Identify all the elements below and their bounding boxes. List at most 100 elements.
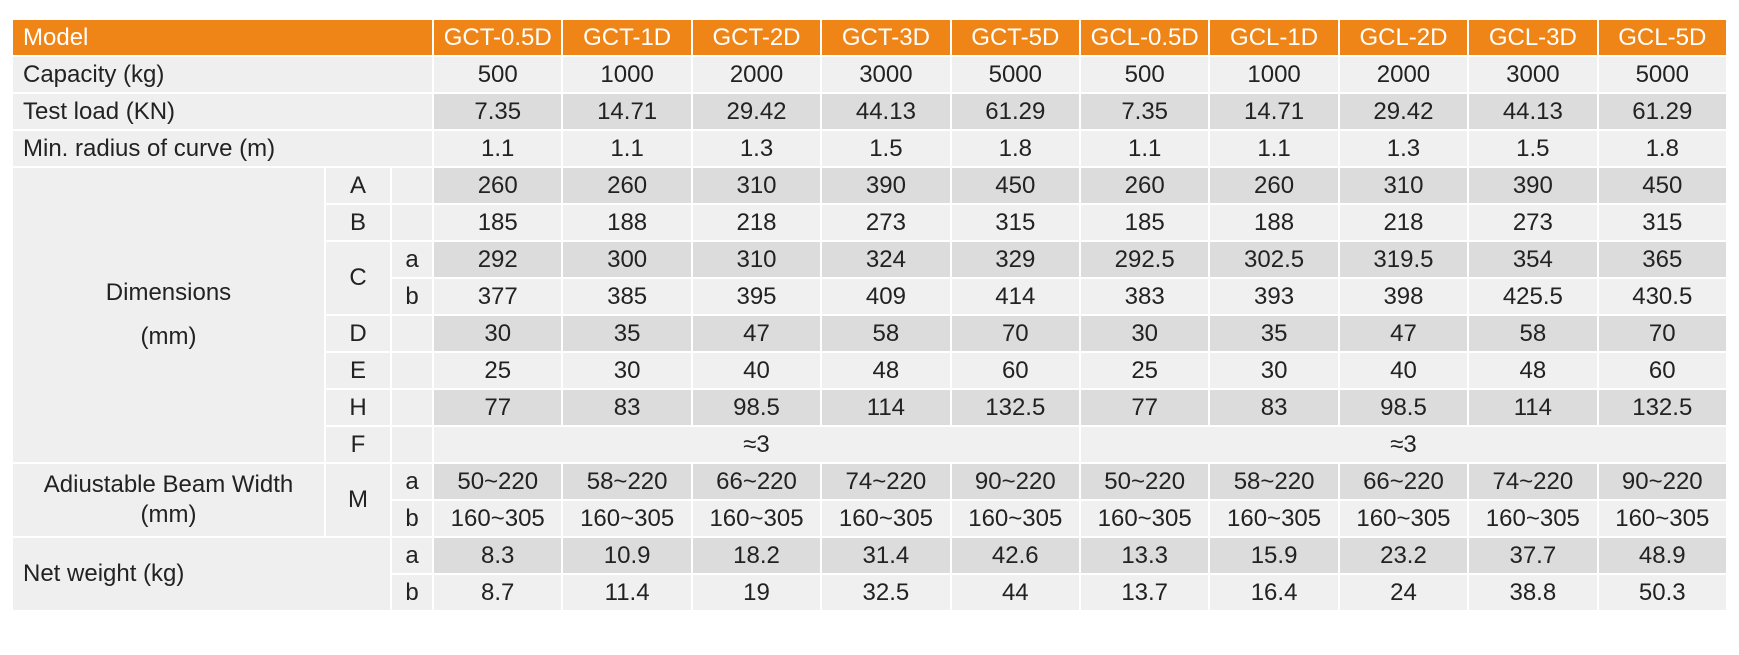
value-cell: 383 [1078,277,1211,316]
value-cell: 354 [1467,240,1599,279]
value-cell: 14.71 [1208,92,1340,131]
model-header: GCL-3D [1467,18,1599,57]
value-cell: 414 [949,277,1081,316]
label-line: Dimensions [105,279,232,306]
value-cell: 273 [1467,203,1599,242]
value-cell: 77 [1078,388,1211,427]
table-row: Model GCT-0.5D GCT-1D GCT-2D GCT-3D GCT-5D GCL… [10,18,1729,57]
value-cell: 160~305 [1078,499,1211,538]
value-cell: 425.5 [1467,277,1599,316]
empty-cell [389,314,435,353]
table-row: Dimensions (mm) A 260 260 310 390 450 260 260 310 3… [11,166,1729,464]
table-row: H 77 83 98.5 114 132.5 77 83 98.5 114 132.5 [12,388,1729,427]
value-cell: 44 [949,573,1081,612]
table-row: B 185 188 218 273 315 185 188 218 273 315 [12,203,1729,242]
value-cell: 292 [432,240,564,279]
sub-key: a [389,536,435,575]
value-cell: 398 [1337,277,1470,316]
model-header: GCL-2D [1337,18,1470,57]
value-cell: 315 [949,203,1081,242]
row-label: Capacity (kg) [10,55,435,94]
value-cell: 7.35 [432,92,564,131]
value-cell: 1000 [1208,55,1340,94]
value-cell: 37.7 [1467,536,1599,575]
value-cell: 329 [949,240,1081,279]
row-label: Dimensions (mm) [11,166,326,464]
empty-cell [389,388,435,427]
value-cell: 365 [1596,240,1729,279]
value-cell: 188 [1208,203,1340,242]
table-row: Capacity (kg) 500 1000 2000 3000 5000 500 1000 2… [10,55,1729,94]
value-cell: 409 [820,277,952,316]
value-cell: 3000 [820,55,952,94]
sub-key: b [389,277,435,316]
model-header: GCL-5D [1596,18,1729,57]
label-line: (mm) [140,501,197,528]
value-cell: 185 [432,203,564,242]
row-label: Net weight (kg) [11,536,392,612]
value-cell: 58 [820,314,952,353]
value-cell: 13.3 [1078,536,1211,575]
value-cell: 310 [690,166,823,205]
value-cell: 500 [432,55,564,94]
value-cell: 58~220 [561,462,693,501]
table-body: Model GCT-0.5D GCT-1D GCT-2D GCT-3D GCT-5D GCL… [10,18,1729,612]
dim-key: E [324,351,392,390]
value-cell: 38.8 [1467,573,1599,612]
value-cell: 430.5 [1596,277,1729,316]
value-cell: 98.5 [1337,388,1470,427]
value-cell: 66~220 [690,462,823,501]
value-cell: 70 [949,314,1081,353]
value-cell: 315 [1596,203,1729,242]
value-cell: 50.3 [1596,573,1729,612]
value-cell: 19 [690,573,823,612]
value-cell: 160~305 [1208,499,1340,538]
value-cell: 30 [1078,314,1211,353]
value-cell: 11.4 [561,573,693,612]
value-cell: 395 [690,277,823,316]
value-cell: 1.1 [561,129,693,168]
dim-key: C [324,240,392,316]
value-cell: 390 [820,166,952,205]
value-cell: 40 [1337,351,1470,390]
value-cell: 319.5 [1337,240,1470,279]
value-cell: 30 [432,314,564,353]
value-cell: 160~305 [820,499,952,538]
group-value: ≈3 [432,425,1081,464]
value-cell: 61.29 [949,92,1081,131]
value-cell: 218 [690,203,823,242]
sub-key: a [389,462,435,501]
table-row: b 377 385 395 409 414 383 393 398 425.5 430.5 [12,277,1729,316]
table-row: Net weight (kg) a 8.3 10.9 18.2 31.4 42.6 13.3 1… [11,536,1729,612]
value-cell: 273 [820,203,952,242]
value-cell: 35 [561,314,693,353]
value-cell: 83 [561,388,693,427]
value-cell: 48 [820,351,952,390]
value-cell: 1.8 [949,129,1081,168]
value-cell: 260 [1208,166,1340,205]
value-cell: 218 [1337,203,1470,242]
value-cell: 300 [561,240,693,279]
value-cell: 58~220 [1208,462,1340,501]
value-cell: 50~220 [1078,462,1211,501]
value-cell: 35 [1208,314,1340,353]
value-cell: 1.1 [432,129,564,168]
value-cell: 3000 [1467,55,1599,94]
value-cell: 385 [561,277,693,316]
dim-key: B [324,203,392,242]
value-cell: 500 [1078,55,1211,94]
value-cell: 29.42 [1337,92,1470,131]
model-header: GCT-5D [949,18,1081,57]
value-cell: 7.35 [1078,92,1211,131]
value-cell: 450 [949,166,1081,205]
value-cell: 160~305 [690,499,823,538]
value-cell: 58 [1467,314,1599,353]
value-cell: 114 [820,388,952,427]
value-cell: 160~305 [1596,499,1729,538]
value-cell: 29.42 [690,92,823,131]
value-cell: 70 [1596,314,1729,353]
value-cell: 377 [432,277,564,316]
group-value: ≈3 [1078,425,1729,464]
value-cell: 260 [1078,166,1211,205]
